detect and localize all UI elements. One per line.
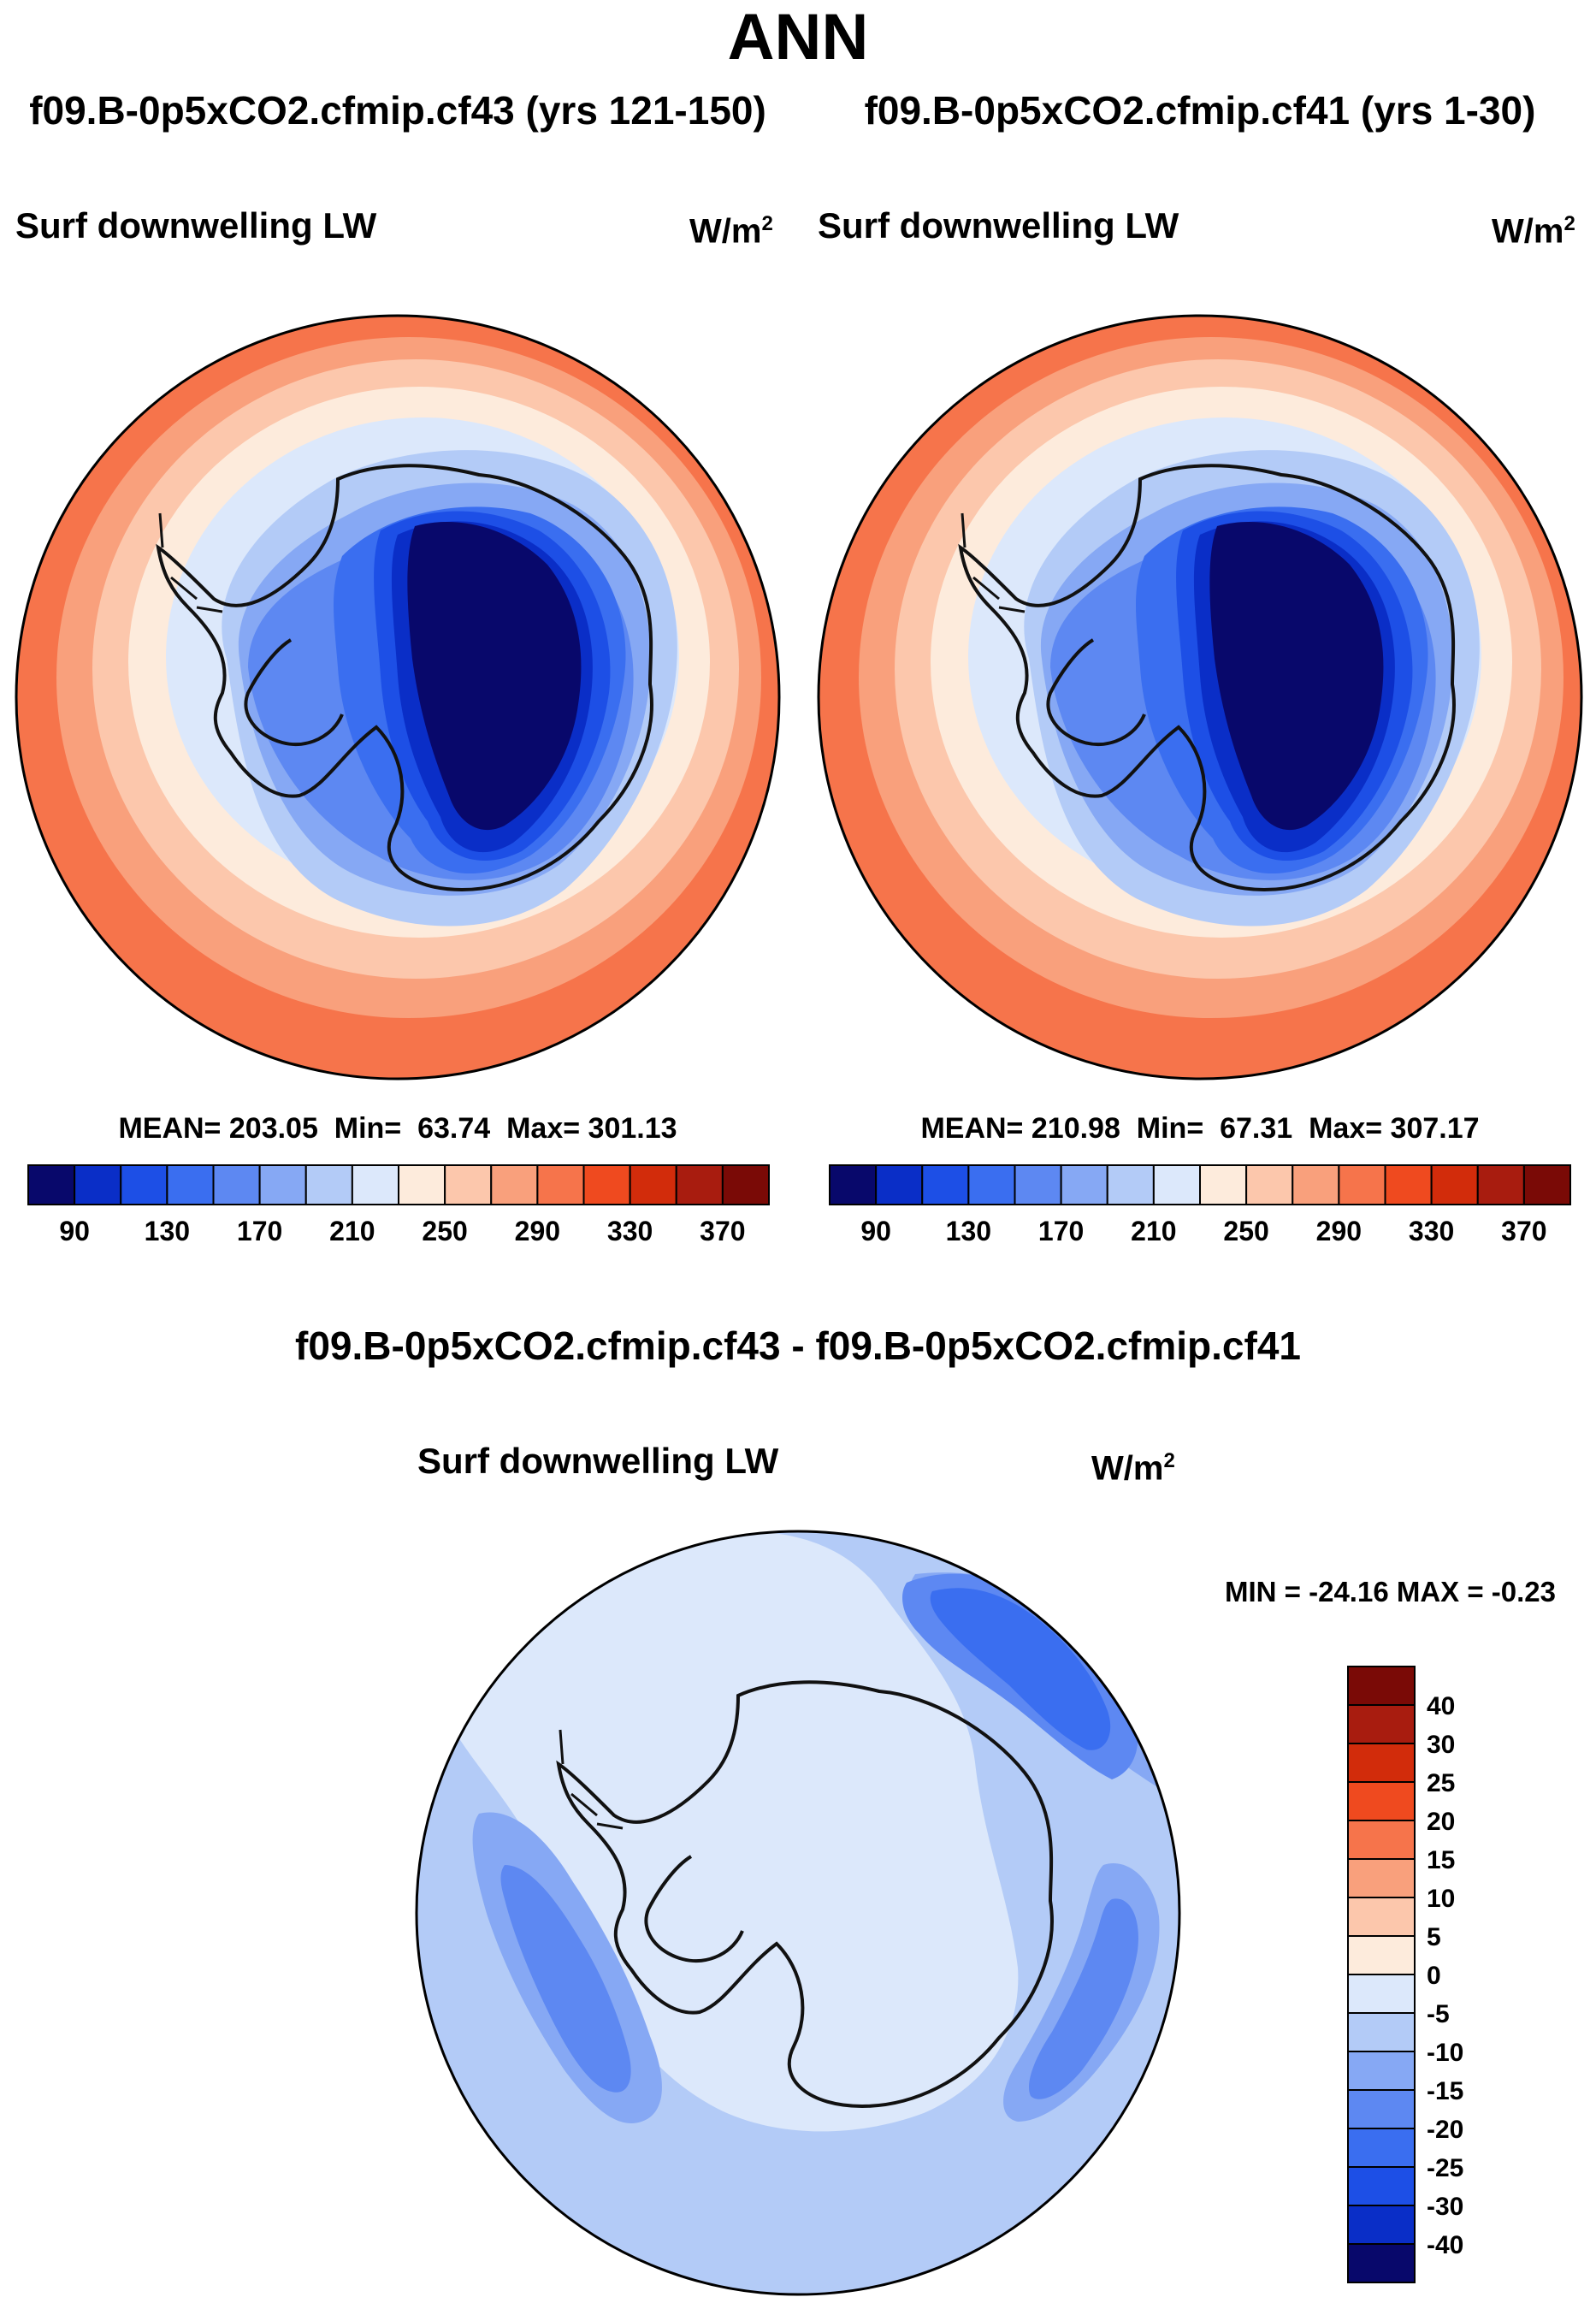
colorbar-1-swatch-14 (675, 1164, 724, 1205)
map-panel-diff (417, 1531, 1179, 2294)
panel1-case-label: f09.B-0p5xCO2.cfmip.cf43 (yrs 121-150) (29, 88, 766, 133)
colorbar-diff-tick-label: -40 (1427, 2231, 1463, 2259)
colorbar-2-swatch-2 (921, 1164, 970, 1205)
colorbar-2-swatch-3 (967, 1164, 1016, 1205)
colorbar-panel-1: 90 130 170 210 250 290 330 370 (27, 1164, 770, 1246)
colorbar-diff-tick-label: 20 (1427, 1808, 1455, 1836)
colorbar-diff-tick-label: 40 (1427, 1692, 1455, 1720)
colorbar-2-tick-label: 130 (946, 1216, 991, 1246)
colorbar-2-swatch-13 (1430, 1164, 1479, 1205)
colorbar-1-swatch-12 (582, 1164, 631, 1205)
colorbar-diff-tick-label: 25 (1427, 1769, 1455, 1797)
colorbar-2-swatch-14 (1476, 1164, 1525, 1205)
colorbar-2-tick-label: 250 (1223, 1216, 1268, 1246)
colorbar-diff-tick-label: -15 (1427, 2077, 1463, 2105)
colorbar-diff-swatch-11 (1347, 2089, 1416, 2129)
colorbar-2-swatch-15 (1522, 1164, 1571, 1205)
colorbar-1-swatch-11 (536, 1164, 585, 1205)
colorbar-diff-swatch-5 (1347, 1858, 1416, 1898)
diff-variable: Surf downwelling LW (417, 1441, 779, 1481)
panel2-stats: MEAN= 210.98 Min= 67.31 Max= 307.17 (920, 1112, 1480, 1145)
colorbar-diff-tick-label: 30 (1427, 1731, 1455, 1759)
colorbar-2-swatch-10 (1292, 1164, 1340, 1205)
colorbar-diff-swatch-10 (1347, 2051, 1416, 2091)
colorbar-diff-swatch-3 (1347, 1781, 1416, 1821)
colorbar-1-tick-label: 130 (145, 1216, 190, 1246)
colorbar-diff-swatch-0 (1347, 1666, 1416, 1706)
colorbar-2-swatch-12 (1384, 1164, 1433, 1205)
colorbar-diff-swatch-7 (1347, 1935, 1416, 1975)
colorbar-diff-swatch-14 (1347, 2205, 1416, 2245)
colorbar-1-swatch-0 (27, 1164, 76, 1205)
diff-units: W/m2 (1091, 1449, 1175, 1488)
colorbar-diff-tick-label: 0 (1427, 1962, 1441, 1990)
colorbar-1-swatch-9 (444, 1164, 493, 1205)
colorbar-2-tick-label: 210 (1131, 1216, 1176, 1246)
colorbar-diff: 40 30 25 20 15 10 5 0 -5 -10 -15 -20 -25 -30 -40 (1347, 1666, 1463, 2283)
colorbar-diff-swatch-8 (1347, 1974, 1416, 2014)
colorbar-1-swatch-3 (166, 1164, 215, 1205)
colorbar-2-swatch-6 (1106, 1164, 1155, 1205)
colorbar-2-tick-label: 370 (1501, 1216, 1546, 1246)
colorbar-diff-tick-label: 15 (1427, 1846, 1455, 1874)
map-panel-1 (16, 316, 779, 1079)
colorbar-diff-tick-label: -5 (1427, 2000, 1450, 2028)
colorbar-diff-tick-label: -10 (1427, 2039, 1463, 2067)
colorbar-1-tick-label: 90 (59, 1216, 90, 1246)
colorbar-diff-tick-label: -20 (1427, 2116, 1463, 2144)
colorbar-diff-tick-label: -25 (1427, 2154, 1463, 2182)
colorbar-2-swatch-9 (1245, 1164, 1294, 1205)
colorbar-1-swatch-4 (212, 1164, 261, 1205)
colorbar-diff-swatch-15 (1347, 2243, 1416, 2283)
colorbar-2-swatch-8 (1199, 1164, 1248, 1205)
colorbar-1-swatch-6 (304, 1164, 353, 1205)
colorbar-2-tick-label: 330 (1409, 1216, 1454, 1246)
colorbar-2-tick-label: 290 (1316, 1216, 1362, 1246)
colorbar-1-swatch-2 (120, 1164, 168, 1205)
colorbar-2-swatch-1 (875, 1164, 924, 1205)
panel1-variable: Surf downwelling LW (15, 205, 377, 246)
map-panel-2 (819, 316, 1581, 1079)
colorbar-1-tick-label: 370 (700, 1216, 745, 1246)
colorbar-diff-swatch-9 (1347, 2012, 1416, 2052)
colorbar-1-tick-label: 210 (329, 1216, 375, 1246)
colorbar-diff-swatch-1 (1347, 1704, 1416, 1744)
panel2-case-label: f09.B-0p5xCO2.cfmip.cf41 (yrs 1-30) (864, 88, 1536, 133)
colorbar-1-tick-label: 330 (607, 1216, 653, 1246)
colorbar-1-swatch-7 (351, 1164, 399, 1205)
colorbar-2-swatch-0 (829, 1164, 878, 1205)
colorbar-diff-swatch-13 (1347, 2166, 1416, 2206)
colorbar-2-swatch-11 (1338, 1164, 1386, 1205)
colorbar-1-swatch-10 (490, 1164, 539, 1205)
colorbar-diff-swatch-4 (1347, 1820, 1416, 1860)
diff-minmax: MIN = -24.16 MAX = -0.23 (1225, 1576, 1556, 1607)
colorbar-2-tick-label: 90 (860, 1216, 891, 1246)
colorbar-1-tick-label: 290 (515, 1216, 560, 1246)
colorbar-1-swatch-1 (74, 1164, 122, 1205)
colorbar-diff-swatch-12 (1347, 2128, 1416, 2168)
page-title: ANN (727, 1, 869, 74)
colorbar-1-swatch-5 (258, 1164, 307, 1205)
colorbar-diff-swatch-6 (1347, 1897, 1416, 1937)
colorbar-panel-2: 90 130 170 210 250 290 330 370 (829, 1164, 1571, 1246)
panel2-units: W/m2 (1492, 212, 1575, 251)
colorbar-2-swatch-7 (1152, 1164, 1201, 1205)
colorbar-diff-tick-label: 5 (1427, 1923, 1441, 1951)
colorbar-2-swatch-4 (1014, 1164, 1062, 1205)
colorbar-2-tick-label: 170 (1038, 1216, 1084, 1246)
panel2-variable: Surf downwelling LW (818, 205, 1179, 246)
diff-title: f09.B-0p5xCO2.cfmip.cf43 - f09.B-0p5xCO2… (295, 1323, 1301, 1368)
colorbar-diff-tick-label: 10 (1427, 1885, 1455, 1913)
colorbar-diff-swatch-2 (1347, 1743, 1416, 1783)
colorbar-2-swatch-5 (1060, 1164, 1108, 1205)
colorbar-diff-tick-label: -30 (1427, 2193, 1463, 2221)
colorbar-1-tick-label: 250 (422, 1216, 467, 1246)
colorbar-1-swatch-13 (629, 1164, 677, 1205)
panel1-stats: MEAN= 203.05 Min= 63.74 Max= 301.13 (118, 1112, 677, 1145)
colorbar-1-swatch-8 (398, 1164, 446, 1205)
colorbar-1-swatch-15 (721, 1164, 770, 1205)
colorbar-1-tick-label: 170 (237, 1216, 282, 1246)
panel1-units: W/m2 (689, 212, 773, 251)
